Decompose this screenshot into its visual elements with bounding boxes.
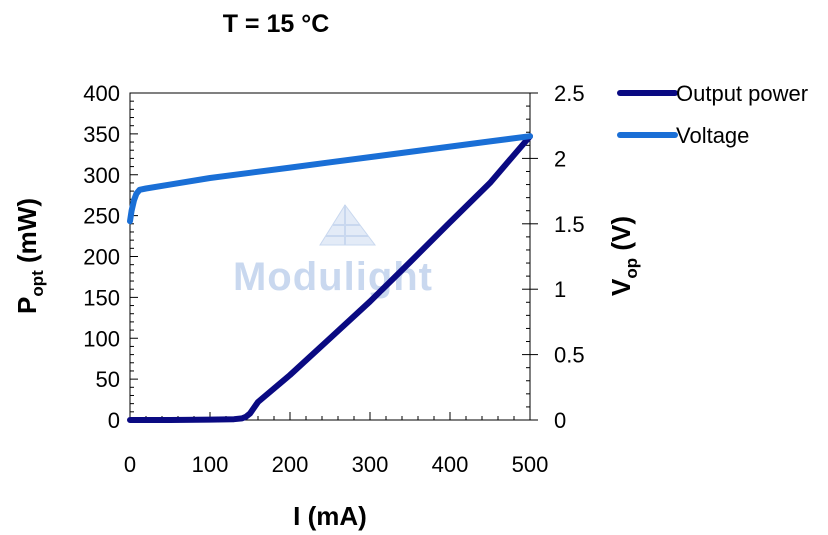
y2-tick-label: 2.5	[554, 81, 585, 106]
x-tick-label: 0	[124, 452, 136, 477]
x-tick-label: 400	[432, 452, 469, 477]
y-tick-label: 0	[108, 408, 120, 433]
watermark-text: Modulight	[233, 255, 433, 299]
y-tick-label: 400	[83, 81, 120, 106]
x-tick-label: 300	[352, 452, 389, 477]
x-tick-label: 500	[512, 452, 549, 477]
y2-axis-title-suffix: (V)	[606, 216, 636, 258]
series-layer	[127, 133, 533, 423]
legend: Output power Voltage	[617, 81, 808, 148]
y2-tick-label: 1	[554, 277, 566, 302]
y2-tick-label: 0.5	[554, 343, 585, 368]
watermark: Modulight	[233, 204, 433, 299]
y-tick-label: 250	[83, 204, 120, 229]
y-tick-label: 50	[96, 367, 120, 392]
y-tick-label: 150	[83, 285, 120, 310]
y2-axis-title-base: V	[606, 278, 636, 296]
legend-label-output-power: Output power	[676, 81, 808, 106]
y-tick-label: 100	[83, 326, 120, 351]
y-axis-title-suffix: (mW)	[12, 198, 42, 270]
y2-tick-label: 2	[554, 146, 566, 171]
y-axis-title-base: P	[12, 297, 42, 314]
watermark-logo-lines	[326, 205, 368, 245]
y-tick-label: 200	[83, 245, 120, 270]
series-line-output-power	[127, 133, 533, 423]
y-axis-ticks: 0 50 100 150 200 250 300 350 400	[83, 81, 138, 433]
y-tick-label: 300	[83, 163, 120, 188]
y2-axis-title-sub: op	[622, 258, 641, 279]
x-tick-label: 100	[192, 452, 229, 477]
x-tick-label: 200	[272, 452, 309, 477]
y-axis-title-sub: opt	[28, 270, 47, 297]
y2-tick-label: 1.5	[554, 212, 585, 237]
legend-label-voltage: Voltage	[676, 123, 749, 148]
y-axis-title: Popt (mW)	[12, 198, 47, 314]
chart-title: T = 15 °C	[223, 10, 330, 38]
series-line-voltage	[127, 133, 533, 225]
x-axis-title: I (mA)	[293, 501, 367, 531]
y2-axis-title: Vop (V)	[606, 216, 641, 296]
y2-axis-ticks: 0 0.5 1 1.5 2 2.5	[522, 81, 585, 433]
y2-tick-label: 0	[554, 408, 566, 433]
y-tick-label: 350	[83, 122, 120, 147]
